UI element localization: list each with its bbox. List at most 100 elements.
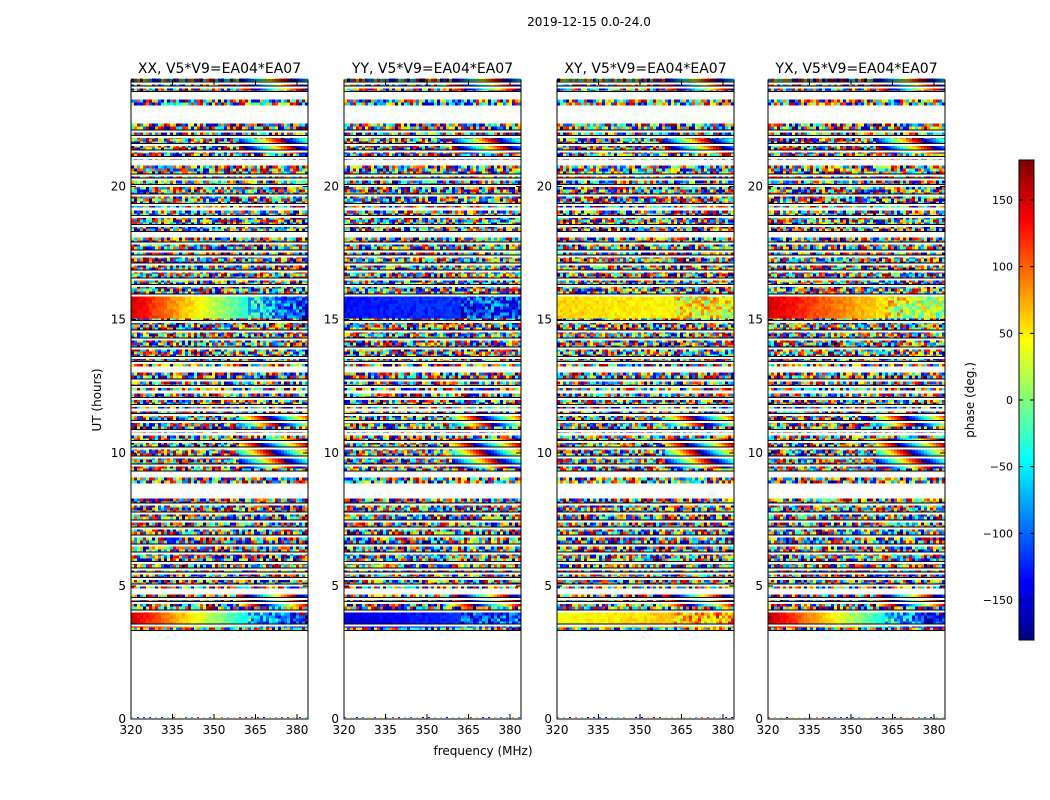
phase-cell: [251, 504, 254, 508]
phase-cell: [152, 372, 155, 376]
phase-cell: [200, 507, 203, 511]
phase-cell: [254, 615, 257, 619]
phase-cell: [269, 603, 272, 607]
phase-cell: [212, 531, 215, 535]
phase-cell: [194, 426, 197, 430]
phase-cell: [194, 516, 197, 520]
phase-cell: [281, 603, 284, 607]
phase-cell: [251, 468, 254, 472]
phase-cell: [146, 522, 149, 526]
phase-cell: [263, 381, 266, 385]
phase-cell: [269, 558, 272, 562]
phase-cell: [134, 585, 137, 589]
phase-cell: [143, 573, 146, 577]
phase-cell: [134, 531, 137, 535]
phase-cell: [200, 417, 203, 421]
phase-cell: [170, 528, 173, 532]
phase-cell: [239, 480, 242, 484]
phase-cell: [239, 627, 242, 631]
phase-cell: [143, 618, 146, 622]
phase-cell: [272, 627, 275, 631]
phase-cell: [230, 594, 233, 598]
phase-cell: [287, 528, 290, 532]
phase-cell: [287, 513, 290, 517]
phase-cell: [176, 426, 179, 430]
phase-cell: [203, 594, 206, 598]
phase-cell: [215, 411, 218, 415]
phase-cell: [290, 450, 293, 454]
phase-cell: [188, 375, 191, 379]
phase-cell: [263, 627, 266, 631]
phase-cell: [287, 594, 290, 598]
phase-cell: [149, 426, 152, 430]
phase-cell: [191, 498, 194, 502]
phase-cell: [134, 618, 137, 622]
phase-cell: [296, 450, 299, 454]
phase-cell: [269, 573, 272, 577]
phase-cell: [281, 594, 284, 598]
phase-cell: [236, 555, 239, 559]
phase-cell: [212, 453, 215, 457]
phase-cell: [218, 531, 221, 535]
phase-cell: [146, 423, 149, 427]
phase-cell: [245, 435, 248, 439]
phase-cell: [275, 477, 278, 481]
phase-cell: [281, 564, 284, 568]
phase-cell: [227, 417, 230, 421]
phase-cell: [167, 468, 170, 472]
phase-cell: [140, 450, 143, 454]
phase-cell: [230, 606, 233, 610]
phase-cell: [197, 537, 200, 541]
phase-cell: [146, 531, 149, 535]
phase-cell: [242, 459, 245, 463]
phase-cell: [194, 399, 197, 403]
phase-cell: [227, 441, 230, 445]
phase-cell: [227, 531, 230, 535]
phase-cell: [140, 594, 143, 598]
phase-cell: [233, 585, 236, 589]
phase-cell: [188, 555, 191, 559]
phase-cell: [269, 444, 272, 448]
phase-cell: [134, 459, 137, 463]
phase-cell: [296, 375, 299, 379]
phase-cell: [254, 531, 257, 535]
phase-cell: [140, 603, 143, 607]
phase-cell: [209, 405, 212, 409]
phase-cell: [155, 417, 158, 421]
phase-cell: [260, 435, 263, 439]
phase-cell: [167, 480, 170, 484]
phase-cell: [293, 480, 296, 484]
phase-cell: [281, 612, 284, 616]
phase-cell: [257, 450, 260, 454]
phase-cell: [278, 351, 281, 355]
phase-cell: [149, 603, 152, 607]
phase-cell: [281, 504, 284, 508]
phase-cell: [236, 498, 239, 502]
phase-cell: [182, 618, 185, 622]
phase-cell: [182, 627, 185, 631]
phase-cell: [278, 531, 281, 535]
phase-cell: [260, 375, 263, 379]
phase-cell: [296, 612, 299, 616]
phase-cell: [242, 453, 245, 457]
phase-cell: [203, 459, 206, 463]
phase-cell: [161, 459, 164, 463]
phase-cell: [284, 435, 287, 439]
phase-cell: [245, 573, 248, 577]
phase-cell: [167, 549, 170, 553]
phase-cell: [293, 621, 296, 625]
phase-cell: [155, 465, 158, 469]
phase-cell: [212, 435, 215, 439]
phase-cell: [284, 594, 287, 598]
phase-cell: [161, 480, 164, 484]
phase-cell: [149, 558, 152, 562]
phase-cell: [179, 435, 182, 439]
phase-cell: [236, 381, 239, 385]
phase-cell: [275, 627, 278, 631]
phase-cell: [263, 435, 266, 439]
phase-cell: [221, 453, 224, 457]
phase-cell: [281, 381, 284, 385]
phase-cell: [275, 426, 278, 430]
phase-cell: [155, 612, 158, 616]
phase-cell: [242, 498, 245, 502]
